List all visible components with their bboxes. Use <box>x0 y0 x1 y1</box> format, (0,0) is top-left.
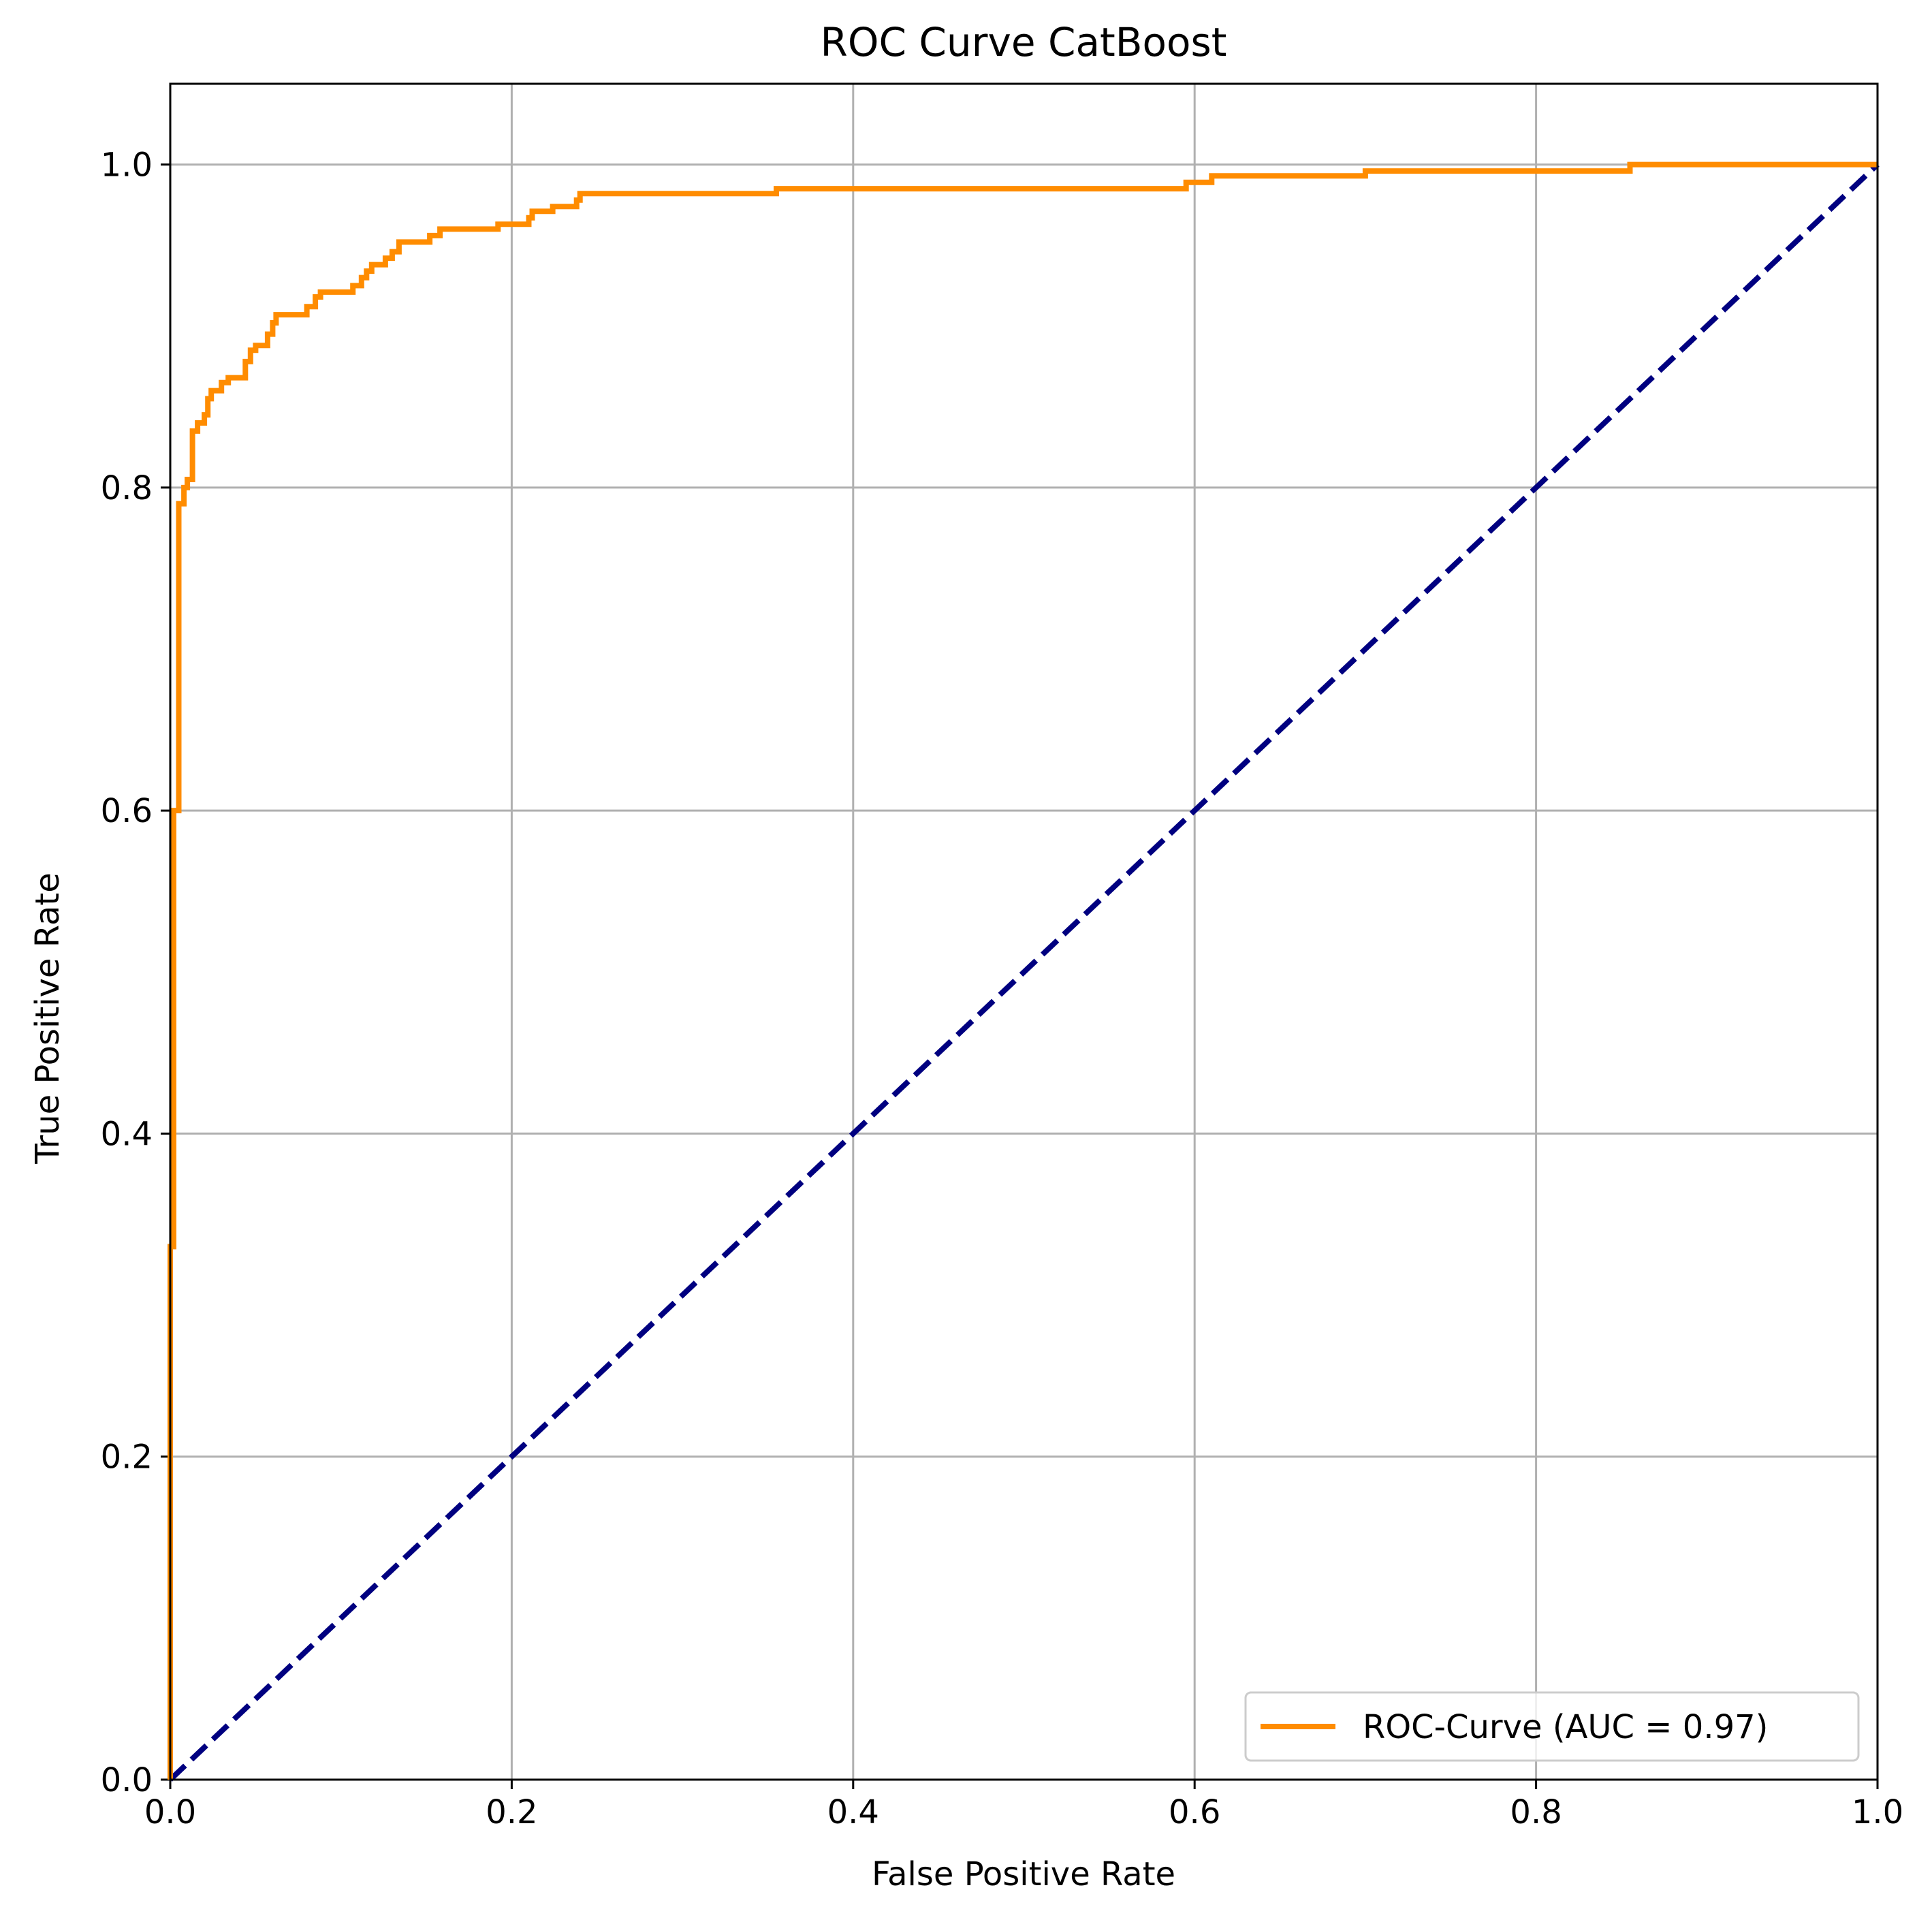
legend-box <box>1244 1691 1860 1762</box>
x-tick-label: 1.0 <box>1852 1793 1903 1831</box>
axes: 0.0 0.2 0.4 0.6 0.8 1.0 0.0 0.2 0.4 0.6 0.8 1.0 <box>101 146 1904 1831</box>
y-tick-label: 1.0 <box>101 146 153 185</box>
x-tick-label: 0.8 <box>1510 1793 1562 1831</box>
chart-title: ROC Curve CatBoost <box>821 19 1227 65</box>
y-tick-label: 0.8 <box>101 469 153 507</box>
plot-frame <box>169 82 1879 1781</box>
roc-curve-line <box>168 161 1878 1780</box>
legend-label: ROC-Curve (AUC = 0.97) <box>1363 1708 1768 1746</box>
diagonal-reference-line <box>168 162 1880 1782</box>
x-tick-label: 0.6 <box>1169 1793 1220 1831</box>
x-axis-label: False Positive Rate <box>872 1855 1175 1893</box>
x-tick-label: 0.2 <box>486 1793 537 1831</box>
y-tick-label: 0.6 <box>101 792 153 830</box>
y-tick-label: 0.4 <box>101 1115 153 1153</box>
plot-lines <box>168 161 1880 1782</box>
y-tick-label: 0.2 <box>101 1438 153 1477</box>
legend: ROC-Curve (AUC = 0.97) <box>1244 1691 1860 1762</box>
y-tick-label: 0.0 <box>101 1761 153 1799</box>
x-tick-label: 0.0 <box>144 1793 196 1831</box>
x-tick-label: 0.4 <box>827 1793 879 1831</box>
y-axis-label: True Positive Rate <box>29 872 67 1165</box>
